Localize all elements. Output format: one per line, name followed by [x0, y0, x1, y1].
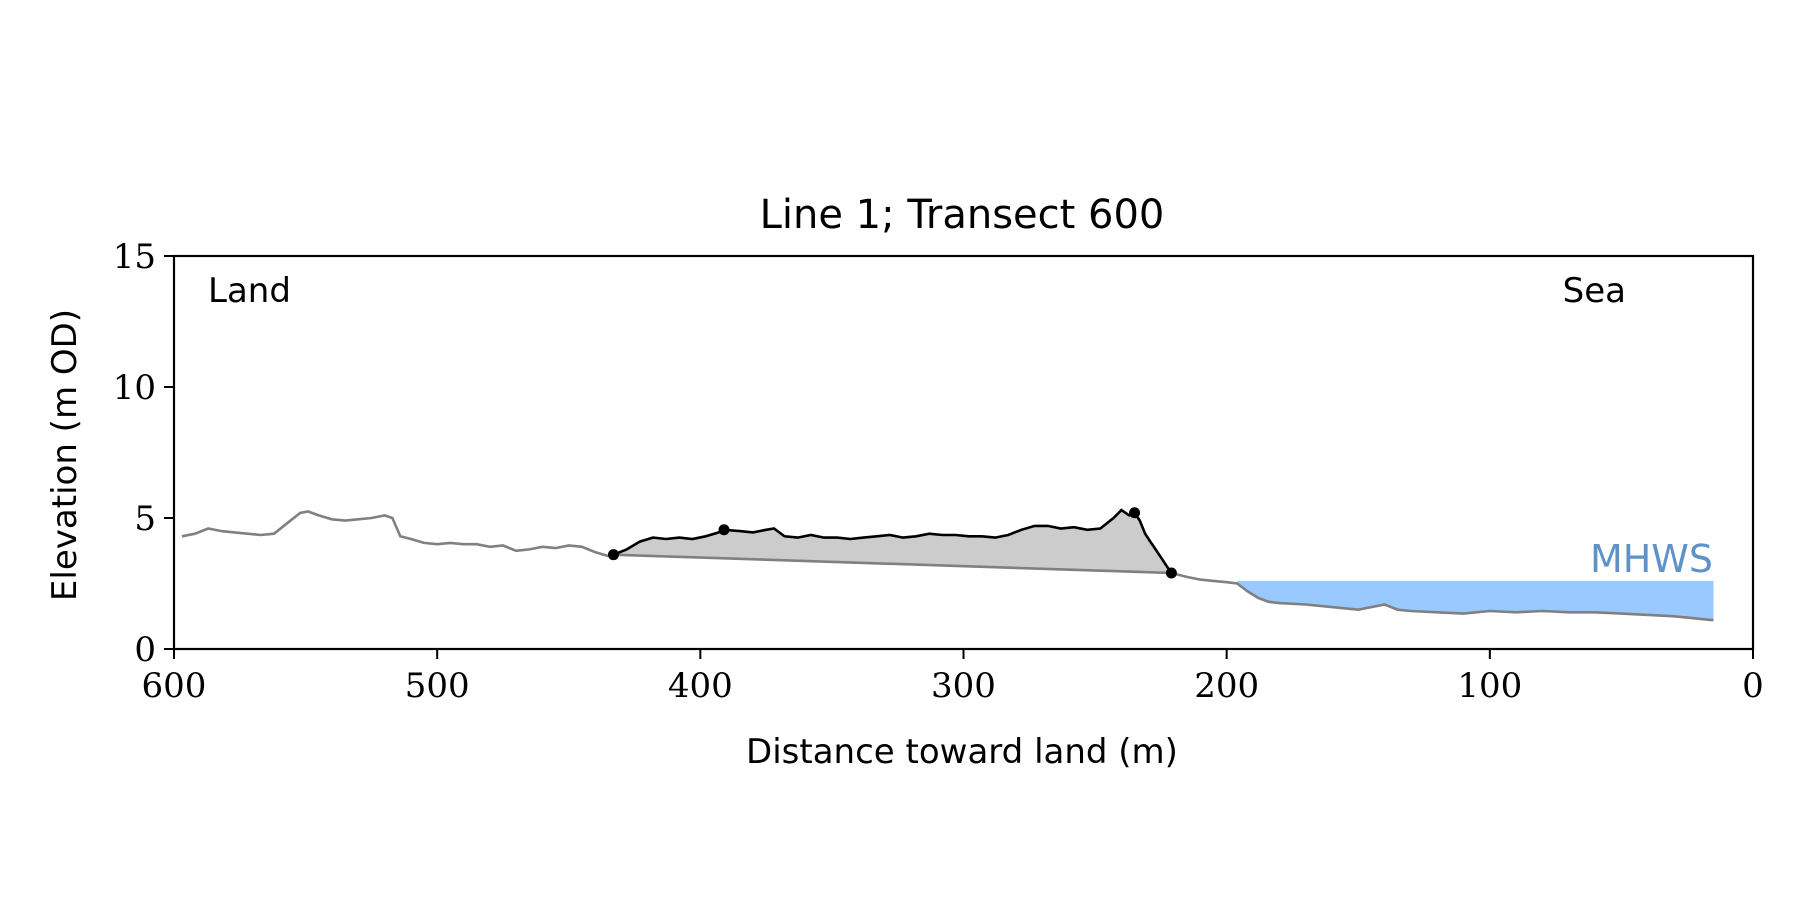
chart-title: Line 1; Transect 600 — [760, 192, 1165, 238]
x-axis-ticks: 600 500 400 300 200 100 0 — [142, 649, 1764, 706]
dune-marker-point — [1129, 507, 1141, 519]
mhws-annotation: MHWS — [1590, 537, 1713, 581]
x-tick-label: 0 — [1742, 666, 1764, 706]
fill-layer — [613, 510, 1714, 621]
x-tick-label: 500 — [405, 666, 470, 706]
terrain-profile-line — [181, 510, 1714, 622]
x-tick-label: 100 — [1457, 666, 1522, 706]
dune-marker-point — [718, 524, 730, 536]
y-axis-ticks: 0 5 10 15 — [113, 237, 174, 670]
x-axis-label: Distance toward land (m) — [746, 732, 1178, 772]
dune-markers — [607, 507, 1177, 579]
dune-volume-fill — [613, 510, 1172, 573]
y-tick-label: 10 — [113, 368, 156, 408]
line-layer — [181, 507, 1714, 622]
x-tick-label: 400 — [668, 666, 733, 706]
dune-marker-point — [1165, 567, 1177, 579]
mhws-water-fill — [1237, 580, 1714, 621]
x-tick-label: 300 — [931, 666, 996, 706]
dune-marker-point — [607, 549, 619, 561]
x-tick-label: 600 — [142, 666, 207, 706]
land-annotation: Land — [208, 271, 291, 311]
sea-annotation: Sea — [1563, 271, 1626, 311]
x-tick-label: 200 — [1194, 666, 1259, 706]
y-axis-label: Elevation (m OD) — [45, 309, 85, 601]
y-tick-label: 5 — [134, 499, 156, 539]
y-tick-label: 0 — [134, 630, 156, 670]
y-tick-label: 15 — [113, 237, 156, 277]
